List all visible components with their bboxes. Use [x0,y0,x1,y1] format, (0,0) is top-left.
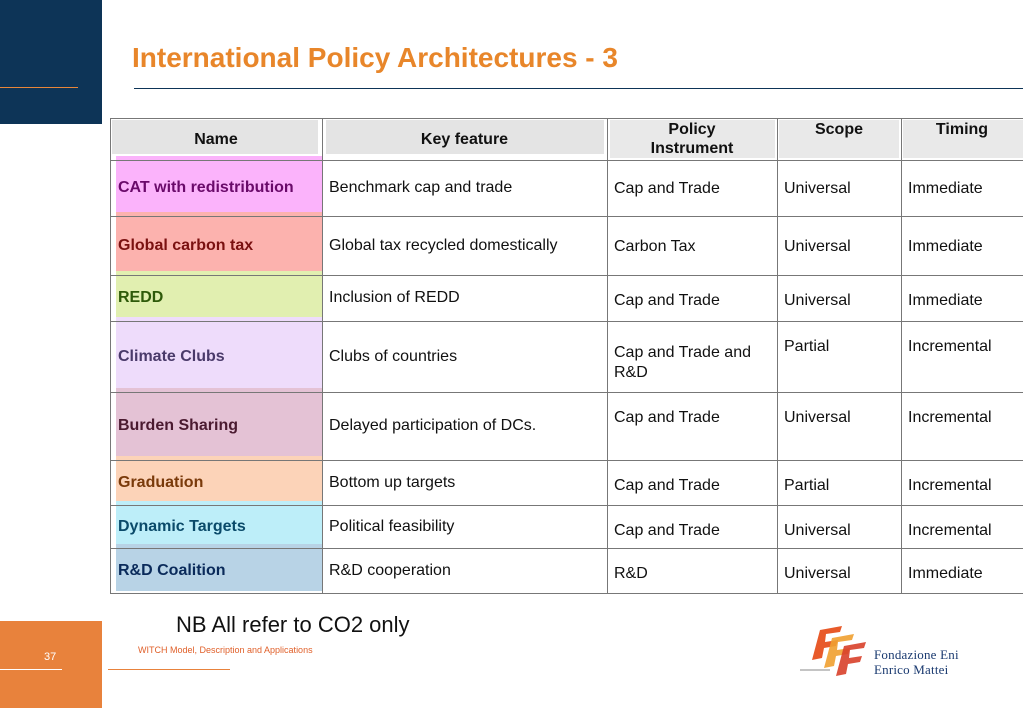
page-number-rule [0,669,62,670]
row-divider [110,593,1023,594]
row-divider [110,548,1023,549]
row-divider [110,275,1023,276]
logo-text-line1: Fondazione Eni [874,647,959,662]
header-cell-bg [112,120,318,154]
row-key-feature: Inclusion of REDD [329,289,460,306]
row-timing: Immediate [908,292,983,309]
row-scope: Partial [784,338,830,355]
page-number: 37 [44,651,57,663]
row-divider [110,321,1023,322]
feem-logo-icon [800,626,866,676]
header-timing: Timing [935,121,989,138]
row-scope: Partial [784,477,830,494]
row-name: Dynamic Targets [118,517,246,535]
row-key-feature: Benchmark cap and trade [329,179,513,196]
logo-text-line2: Enrico Mattei [874,662,949,677]
row-policy-instrument: Carbon Tax [614,237,696,255]
column-divider [777,118,778,593]
row-divider [110,160,1023,161]
row-divider [110,460,1023,461]
row-divider [110,505,1023,506]
row-scope: Universal [784,180,851,197]
header-cell-bg [610,120,775,158]
title-rule [134,88,1023,89]
row-policy-instrument: Cap and Trade [614,180,720,197]
name-color-bar [116,501,322,546]
header-cell-bg [903,120,1023,158]
row-timing: Incremental [908,477,992,494]
name-color-bar [116,271,322,319]
footer-text: WITCH Model, Description and Application… [138,645,313,655]
row-divider [110,392,1023,393]
row-scope: Universal [784,237,851,255]
name-color-bar [116,456,322,503]
corner-block-bottom [0,621,102,708]
header-scope: Scope [814,121,863,138]
row-key-feature: Clubs of countries [329,347,458,365]
row-policy-instrument: R&D [614,565,648,582]
row-name: REDD [118,289,164,306]
row-divider [110,216,1023,217]
header-policy-instrument: Policy Instrument [650,121,734,157]
footer-rule [108,669,230,670]
name-color-bar [116,544,322,591]
row-timing: Immediate [908,565,983,582]
row-scope: Universal [784,565,851,582]
row-policy-instrument: Cap and Trade [614,477,720,494]
row-key-feature: Political feasibility [329,517,455,535]
row-name: Climate Clubs [118,347,225,365]
row-timing: Incremental [908,522,992,539]
row-name: R&D Coalition [118,561,226,579]
row-divider [110,118,1023,119]
row-key-feature: Global tax recycled domestically [329,236,558,254]
name-color-bar [116,156,322,214]
corner-block-top [0,0,102,124]
row-name: Burden Sharing [118,417,239,434]
row-key-feature: Delayed participation of DCs. [329,417,537,434]
page-title: International Policy Architectures - 3 [132,42,618,73]
header-cell-bg [326,120,604,154]
column-divider [322,118,323,593]
column-divider [607,118,608,593]
column-divider [110,118,111,593]
row-name: Graduation [118,473,204,491]
row-key-feature: R&D cooperation [329,561,451,579]
name-color-bar [116,317,322,390]
row-policy-instrument: Cap and Trade [614,292,720,309]
row-timing: Incremental [908,338,992,355]
name-color-bar [116,388,322,458]
header-key-feature: Key feature [420,131,509,148]
note-text: NB All refer to CO2 only [176,612,410,637]
corner-accent-line [0,87,78,88]
row-timing: Incremental [908,409,992,426]
header-name: Name [194,131,238,148]
row-key-feature: Bottom up targets [329,473,456,491]
row-policy-instrument: Cap and Trade [614,409,720,426]
column-divider [901,118,902,593]
row-name: CAT with redistribution [118,179,294,196]
header-cell-bg [779,120,899,158]
row-scope: Universal [784,522,851,539]
row-timing: Immediate [908,237,983,255]
row-policy-instrument: Cap and Trade and R&D [614,344,751,381]
row-scope: Universal [784,409,851,426]
name-color-bar [116,212,322,273]
row-scope: Universal [784,292,851,309]
row-policy-instrument: Cap and Trade [614,522,720,539]
row-name: Global carbon tax [118,236,254,254]
row-timing: Immediate [908,180,983,197]
